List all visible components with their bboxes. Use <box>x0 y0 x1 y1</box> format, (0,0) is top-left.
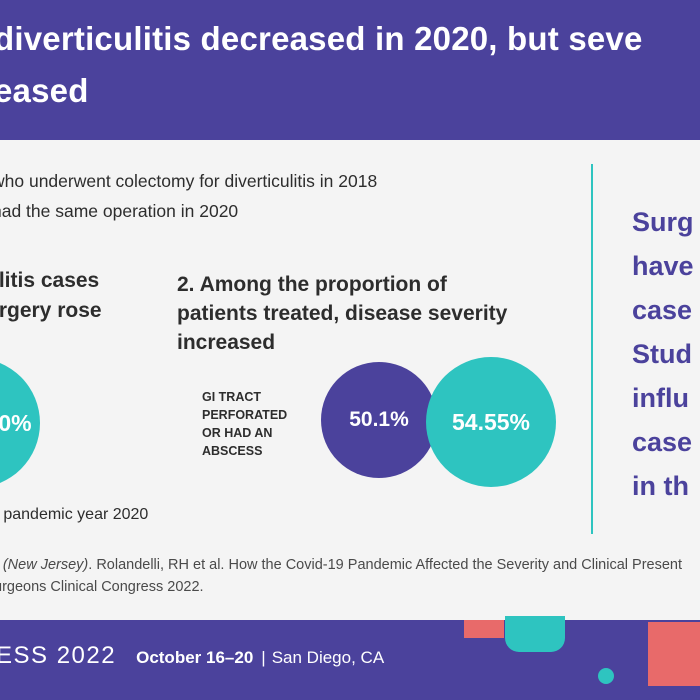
intro-line-2: had the same operation in 2020 <box>0 201 239 221</box>
side-line-2: have <box>632 251 694 281</box>
footer-location: San Diego, CA <box>271 648 385 667</box>
footer-event-name: ESS 2022 <box>0 642 117 669</box>
left-heading: ulitis cases urgery rose <box>0 266 206 326</box>
gi-tract-label: GI TRACT PERFORATED OR HAD AN ABSCESS <box>202 388 322 460</box>
vertical-divider <box>591 164 593 534</box>
title-line-2: eased <box>0 72 89 109</box>
side-line-7: in th <box>632 471 689 501</box>
right-heading: 2. Among the proportion of patients trea… <box>177 270 587 357</box>
left-heading-line-1: ulitis cases <box>0 269 100 292</box>
right-heading-line-1: 2. Among the proportion of <box>177 273 447 296</box>
teal-decoration <box>505 616 565 652</box>
gi-label-line-2: PERFORATED <box>202 408 288 422</box>
side-line-3: case <box>632 295 693 325</box>
header-banner: diverticulitis decreased in 2020, but se… <box>0 0 700 140</box>
gi-label-line-4: ABSCESS <box>202 444 263 458</box>
stat-circle-after: 54.55% <box>426 357 556 487</box>
year-note: g pandemic year 2020 <box>0 506 149 523</box>
content-panel: who underwent colectomy for diverticulit… <box>0 140 700 620</box>
gi-label-line-3: OR HAD AN <box>202 426 273 440</box>
stat-value-before: 50.1% <box>349 408 409 431</box>
citation-line-1: r (New Jersey). Rolandelli, RH et al. Ho… <box>0 554 700 576</box>
side-line-5: influ <box>632 383 689 413</box>
citation: r (New Jersey). Rolandelli, RH et al. Ho… <box>0 554 700 598</box>
intro-line-1: who underwent colectomy for diverticulit… <box>0 171 378 191</box>
teal-dot-decoration <box>598 668 614 684</box>
footer-separator: | <box>261 648 266 667</box>
citation-source: r (New Jersey) <box>0 557 89 573</box>
coral-block-decoration <box>648 622 700 686</box>
left-heading-line-2: urgery rose <box>0 299 102 322</box>
intro-text: who underwent colectomy for diverticulit… <box>0 166 552 226</box>
footer-dates: October 16–20 <box>136 648 254 667</box>
side-line-4: Stud <box>632 339 692 369</box>
title-line-1: diverticulitis decreased in 2020, but se… <box>0 20 643 57</box>
citation-line-2: urgeons Clinical Congress 2022. <box>0 579 204 595</box>
footer-event-info: ESS 2022 October 16–20 | San Diego, CA <box>0 642 384 670</box>
citation-reference: . Rolandelli, RH et al. How the Covid-19… <box>88 557 682 573</box>
stat-value-after: 54.55% <box>451 408 530 435</box>
left-stat-circle: 0% <box>0 358 40 488</box>
footer-bar: ESS 2022 October 16–20 | San Diego, CA <box>0 616 700 700</box>
side-line-6: case <box>632 427 693 457</box>
left-stat-value: 0% <box>0 409 32 436</box>
gi-label-line-1: GI TRACT <box>202 390 262 404</box>
side-line-1: Surg <box>632 207 694 237</box>
side-callout: Surg have case Stud influ case in th <box>632 200 700 508</box>
right-heading-line-3: increased <box>177 331 276 354</box>
right-heading-line-2: patients treated, disease severity <box>177 302 508 325</box>
coral-decoration <box>464 620 504 638</box>
stat-circle-before: 50.1% <box>321 362 437 478</box>
